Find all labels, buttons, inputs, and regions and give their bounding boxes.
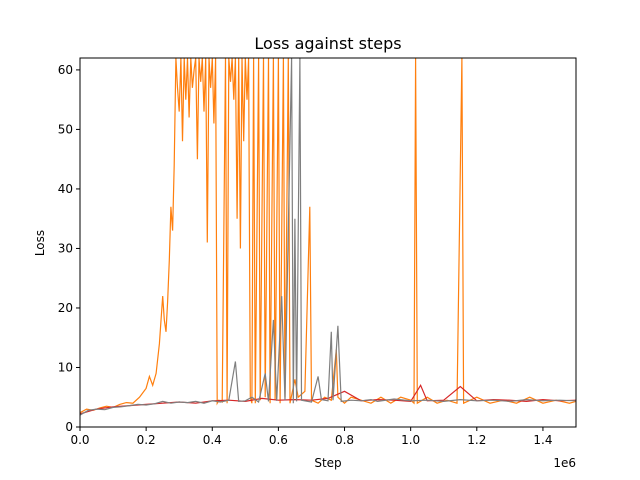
x-tick-label: 1.4 bbox=[533, 433, 552, 447]
x-tick-label: 1.2 bbox=[467, 433, 486, 447]
y-tick-label: 0 bbox=[65, 420, 73, 434]
y-tick-label: 10 bbox=[58, 360, 73, 374]
x-offset-label: 1e6 bbox=[553, 456, 576, 470]
x-tick-label: 0.4 bbox=[203, 433, 222, 447]
axes-frame bbox=[79, 57, 577, 428]
y-axis-label: Loss bbox=[33, 230, 47, 256]
y-tick-label: 40 bbox=[58, 182, 73, 196]
x-tick-label: 0.2 bbox=[137, 433, 156, 447]
series-line-1 bbox=[80, 58, 576, 414]
x-tick-label: 0.8 bbox=[335, 433, 354, 447]
chart-title: Loss against steps bbox=[254, 34, 401, 53]
x-axis-label: Step bbox=[314, 456, 341, 470]
series-layer bbox=[80, 58, 576, 416]
y-ticks: 0 10 20 30 40 50 60 bbox=[58, 63, 80, 434]
y-tick-label: 60 bbox=[58, 63, 73, 77]
x-ticks: 0.0 0.2 0.4 0.6 0.8 1.0 1.2 1.4 bbox=[70, 427, 552, 447]
series-line-3 bbox=[80, 58, 576, 416]
x-tick-label: 0.0 bbox=[70, 433, 89, 447]
y-tick-label: 20 bbox=[58, 301, 73, 315]
y-tick-label: 30 bbox=[58, 241, 73, 255]
x-tick-label: 0.6 bbox=[269, 433, 288, 447]
x-tick-label: 1.0 bbox=[401, 433, 420, 447]
plot-area bbox=[80, 58, 576, 427]
y-tick-label: 50 bbox=[58, 122, 73, 136]
